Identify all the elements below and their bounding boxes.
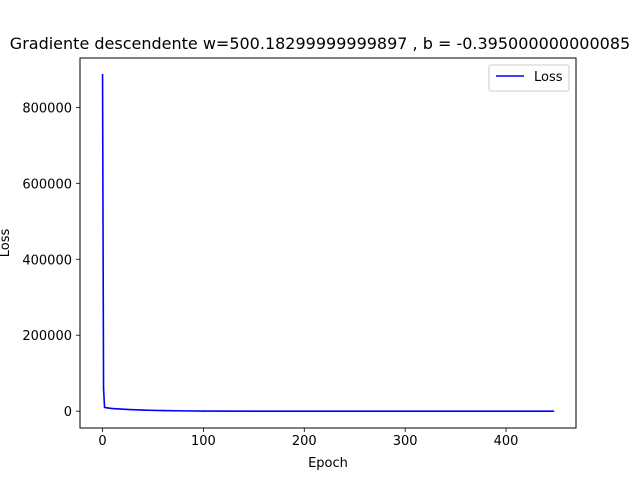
data-point <box>202 410 205 412</box>
data-point <box>303 410 306 412</box>
data-point <box>454 410 457 412</box>
legend-label-loss: Loss <box>534 70 563 85</box>
x-tick-label: 200 <box>292 434 317 449</box>
y-axis-ticks: 0 200000 400000 600000 800000 <box>22 101 80 420</box>
series-layer <box>101 73 555 412</box>
data-point <box>132 408 134 411</box>
legend: Loss <box>488 64 570 92</box>
plot-area <box>79 57 577 429</box>
data-point <box>142 409 144 411</box>
data-point <box>253 410 255 412</box>
data-point <box>505 410 507 412</box>
axes-frame <box>79 57 577 429</box>
data-point <box>552 410 555 412</box>
x-axis-ticks: 0 100 200 300 400 <box>98 428 518 449</box>
y-tick-label: 200000 <box>22 329 72 344</box>
y-axis-label: Loss <box>0 229 13 258</box>
y-tick-label: 0 <box>64 405 72 420</box>
data-point <box>103 406 106 409</box>
data-point <box>121 408 124 411</box>
x-tick-label: 300 <box>393 434 418 449</box>
x-tick-label: 0 <box>98 434 106 449</box>
y-tick-label: 600000 <box>22 177 72 192</box>
legend-box <box>488 64 570 92</box>
x-tick-label: 100 <box>191 434 216 449</box>
data-point <box>353 410 356 412</box>
chart-title: Gradiente descendente w=500.182999999998… <box>10 34 630 53</box>
data-point <box>404 410 406 412</box>
y-tick-label: 400000 <box>22 253 72 268</box>
data-point <box>162 409 164 412</box>
data-point <box>106 407 109 409</box>
x-axis-label: Epoch <box>308 456 348 471</box>
data-point <box>152 409 154 412</box>
y-tick-label: 800000 <box>22 101 72 116</box>
x-tick-label: 400 <box>494 434 519 449</box>
data-point <box>102 387 105 390</box>
data-point <box>111 407 114 410</box>
data-point <box>101 73 104 76</box>
data-point <box>182 410 185 412</box>
